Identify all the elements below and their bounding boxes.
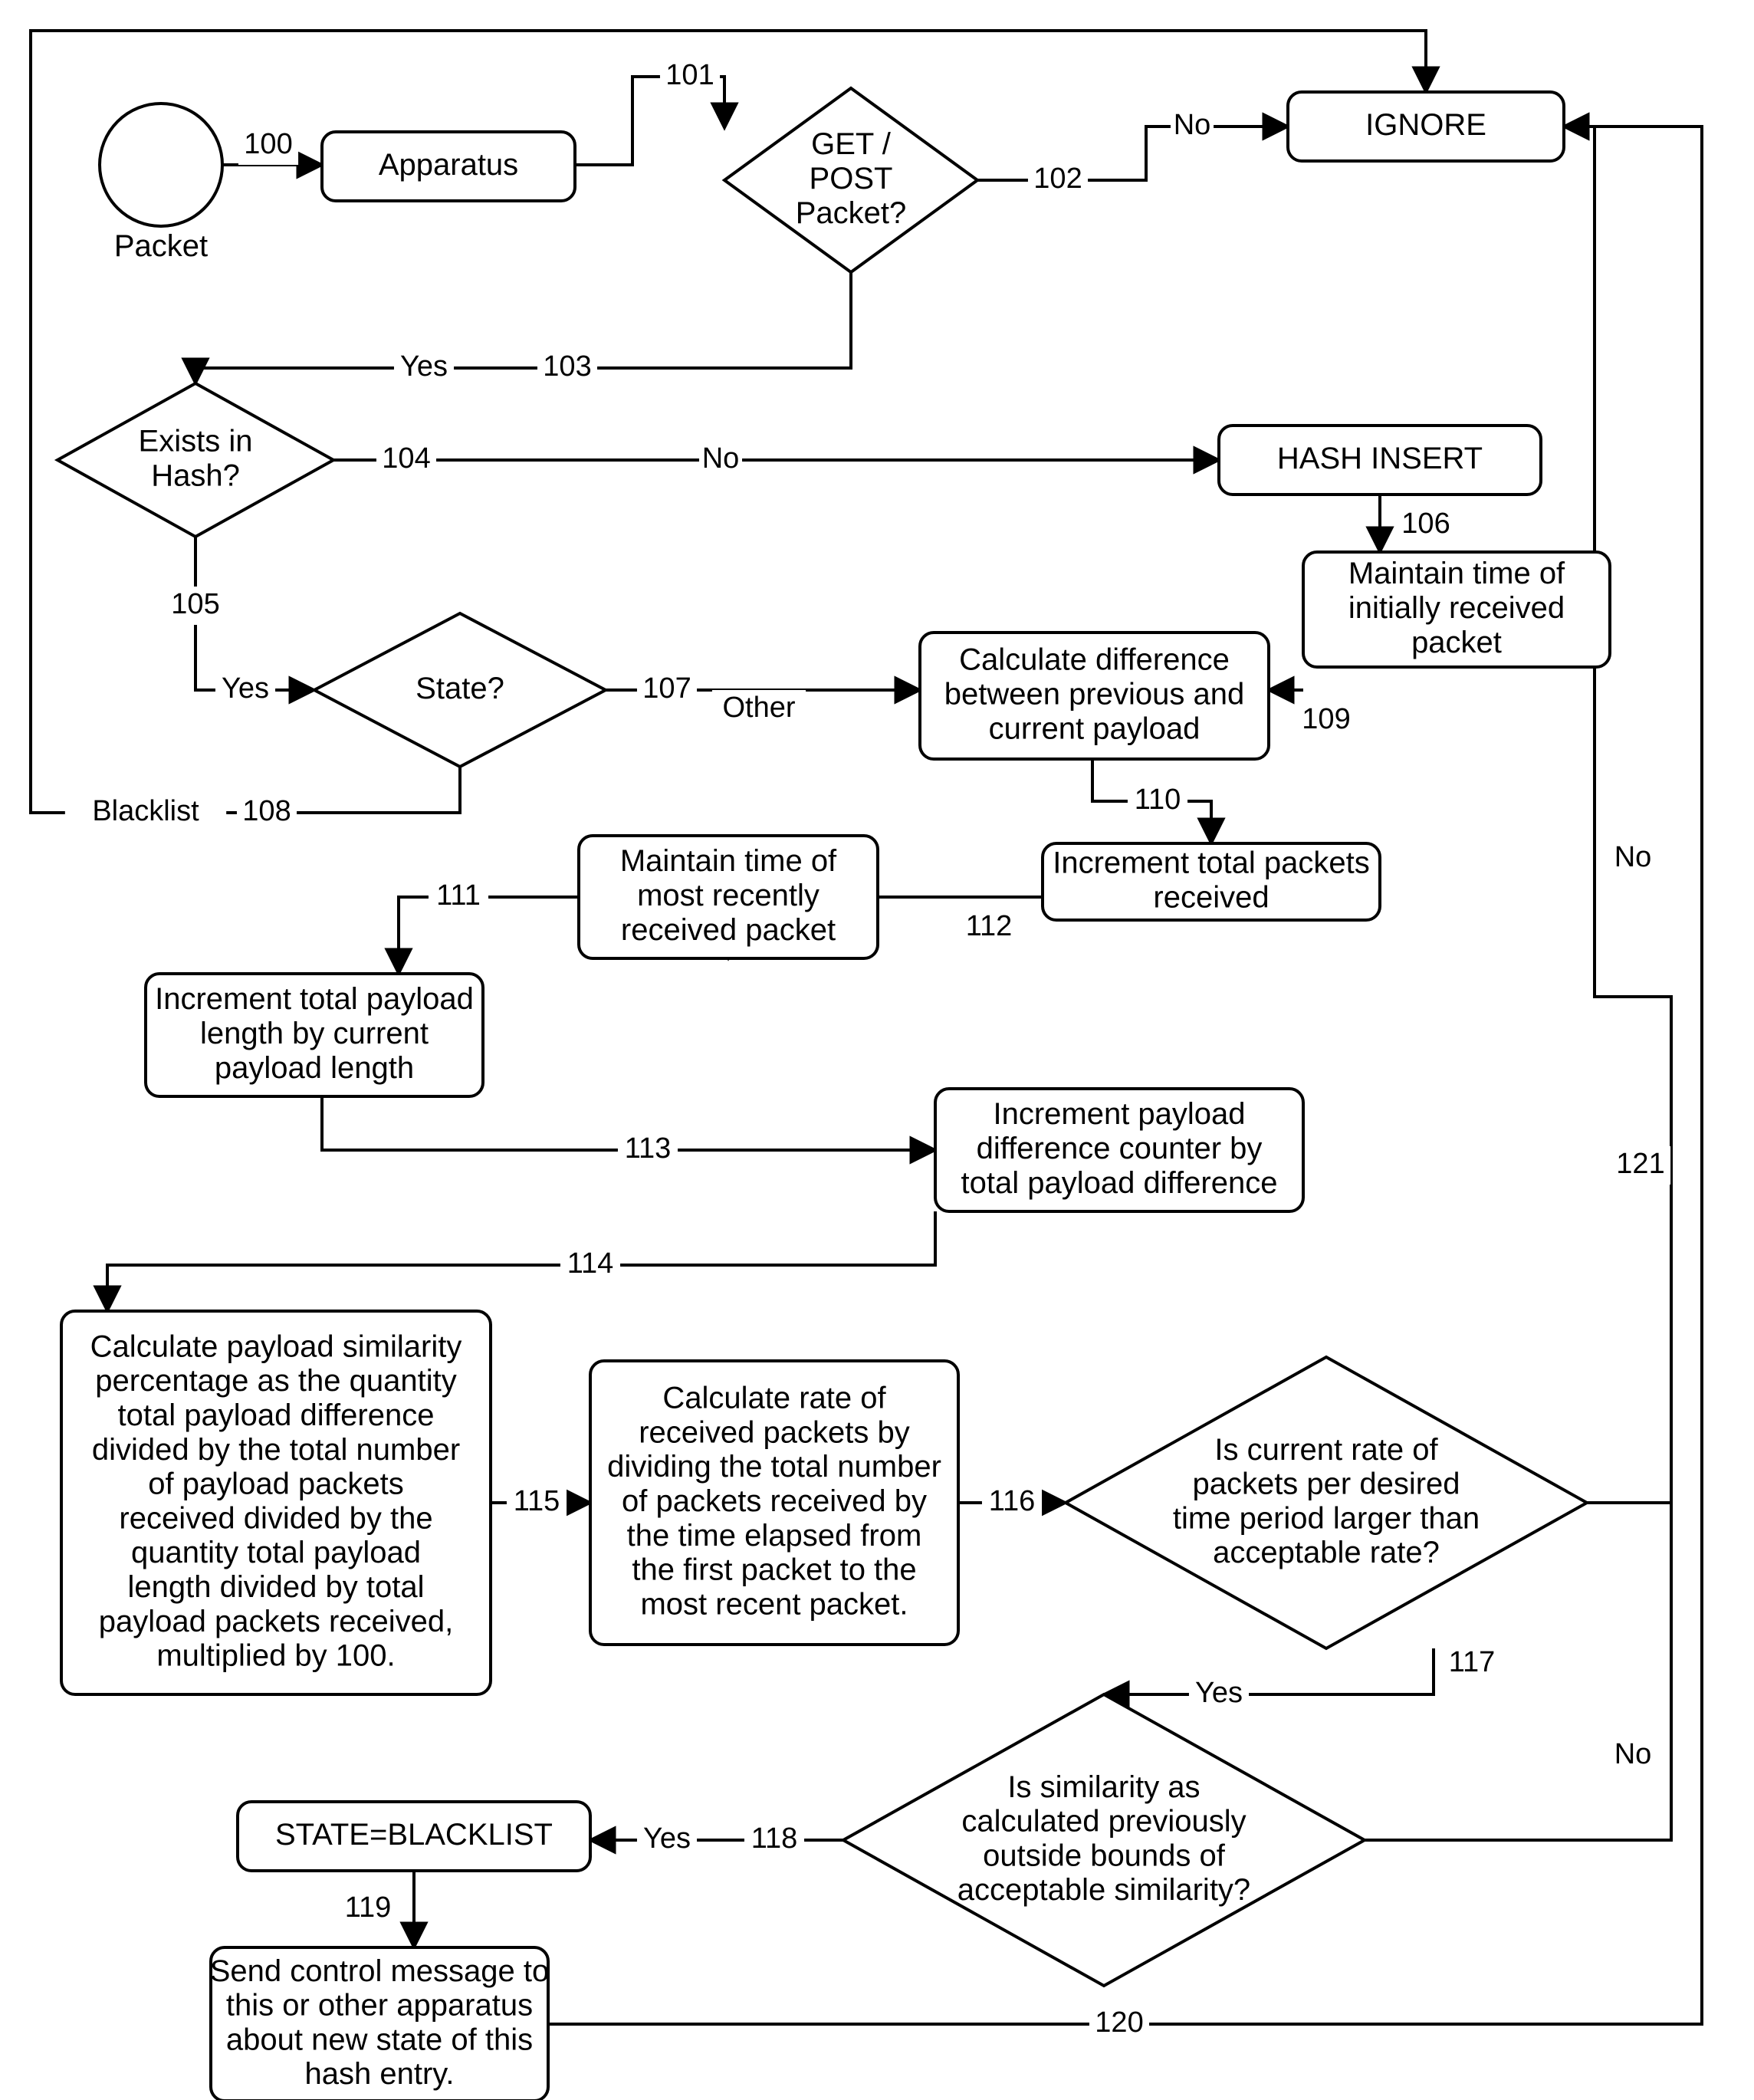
node-calcrate: Calculate rate ofreceived packets bydivi…: [590, 1361, 958, 1645]
node-getpost: GET /POSTPacket?: [724, 88, 977, 272]
node-maintinit: Maintain time ofinitially receivedpacket: [1303, 552, 1610, 667]
getpost-label: GET /POSTPacket?: [796, 127, 907, 230]
svg-text:105: 105: [171, 588, 219, 620]
svg-text:107: 107: [642, 672, 691, 705]
svg-text:113: 113: [625, 1132, 672, 1165]
svg-text:104: 104: [382, 442, 430, 475]
node-incpay: Increment total payloadlength by current…: [146, 974, 483, 1096]
calcsim-label: Calculate payload similaritypercentage a…: [90, 1329, 462, 1672]
exists-label: Exists inHash?: [139, 424, 253, 492]
svg-text:Yes: Yes: [643, 1822, 691, 1855]
svg-text:111: 111: [436, 879, 481, 912]
node-exists: Exists inHash?: [57, 383, 333, 537]
node-apparatus: Apparatus: [322, 132, 575, 201]
svg-text:No: No: [702, 442, 740, 475]
node-inctot: Increment total packetsreceived: [1043, 843, 1380, 920]
svg-text:100: 100: [244, 128, 292, 160]
svg-text:No: No: [1614, 841, 1652, 873]
svg-text:109: 109: [1302, 703, 1350, 735]
edge-18: [1564, 127, 1671, 1503]
hashins-label: HASH INSERT: [1277, 442, 1483, 475]
svg-text:119: 119: [345, 1891, 392, 1924]
svg-text:103: 103: [543, 350, 591, 383]
calcdiff-label: Calculate differencebetween previous and…: [944, 642, 1244, 745]
edge-2: [977, 127, 1288, 180]
incdiff-label: Increment payloaddifference counter byto…: [961, 1097, 1278, 1200]
edge-12: [399, 897, 579, 974]
rateq-label: Is current rate ofpackets per desiredtim…: [1173, 1432, 1480, 1569]
packet-label: Packet: [114, 229, 208, 263]
flowchart: Packet Apparatus GET /POSTPacket? IGNORE Exi…: [0, 0, 1754, 2100]
ignore-label: IGNORE: [1365, 108, 1486, 142]
edge-17: [1104, 1648, 1434, 1694]
svg-text:No: No: [1614, 1738, 1652, 1770]
svg-text:Blacklist: Blacklist: [92, 795, 199, 827]
nodes-layer: Packet Apparatus GET /POSTPacket? IGNORE Exi…: [57, 88, 1610, 2100]
blacklist-label: STATE=BLACKLIST: [275, 1818, 553, 1852]
svg-text:118: 118: [751, 1822, 798, 1855]
node-incdiff: Increment payloaddifference counter byto…: [935, 1089, 1303, 1211]
node-calcdiff: Calculate differencebetween previous and…: [920, 633, 1269, 759]
edge-14: [107, 1211, 935, 1311]
node-packet: Packet: [100, 104, 222, 263]
svg-text:116: 116: [989, 1485, 1036, 1517]
node-calcsim: Calculate payload similaritypercentage a…: [61, 1311, 491, 1694]
node-simq: Is similarity ascalculated previouslyout…: [843, 1694, 1365, 1986]
node-rateq: Is current rate ofpackets per desiredtim…: [1066, 1357, 1587, 1648]
maintrec-label: Maintain time ofmost recentlyreceived pa…: [620, 844, 837, 947]
node-ignore: IGNORE: [1288, 92, 1564, 161]
node-blacklist: STATE=BLACKLIST: [238, 1802, 590, 1871]
svg-text:120: 120: [1095, 2006, 1143, 2039]
state-label: State?: [416, 672, 504, 705]
svg-text:102: 102: [1033, 163, 1082, 195]
svg-text:Other: Other: [722, 692, 795, 724]
svg-text:108: 108: [242, 795, 291, 827]
calcrate-label: Calculate rate ofreceived packets bydivi…: [607, 1381, 941, 1621]
svg-text:112: 112: [966, 910, 1013, 942]
svg-text:No: No: [1174, 109, 1211, 141]
node-maintrec: Maintain time ofmost recentlyreceived pa…: [579, 836, 878, 958]
svg-text:Yes: Yes: [222, 672, 269, 705]
apparatus-label: Apparatus: [379, 148, 518, 182]
node-hashins: HASH INSERT: [1219, 426, 1541, 495]
svg-text:110: 110: [1135, 784, 1181, 816]
svg-text:Yes: Yes: [1195, 1677, 1243, 1709]
node-sendmsg: Send control message tothis or other app…: [210, 1947, 549, 2100]
svg-text:115: 115: [514, 1485, 560, 1517]
svg-text:101: 101: [665, 59, 714, 91]
svg-text:114: 114: [567, 1247, 614, 1280]
svg-text:106: 106: [1401, 508, 1450, 540]
svg-text:117: 117: [1449, 1646, 1496, 1678]
edge-3: [195, 272, 851, 383]
svg-text:Yes: Yes: [400, 350, 448, 383]
svg-text:121: 121: [1616, 1148, 1664, 1180]
node-state: State?: [314, 613, 606, 767]
